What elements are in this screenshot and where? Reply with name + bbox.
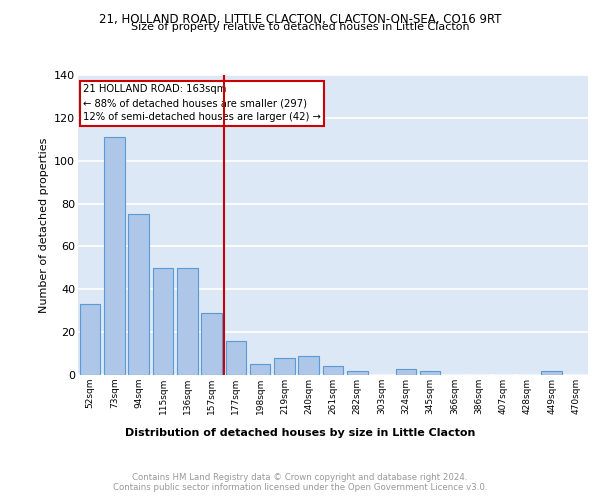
Bar — [420, 370, 440, 375]
Bar — [298, 356, 319, 375]
Text: Contains HM Land Registry data © Crown copyright and database right 2024.
Contai: Contains HM Land Registry data © Crown c… — [113, 472, 487, 492]
Bar — [323, 366, 343, 375]
Text: Size of property relative to detached houses in Little Clacton: Size of property relative to detached ho… — [131, 22, 469, 32]
Bar — [201, 313, 222, 375]
Text: Distribution of detached houses by size in Little Clacton: Distribution of detached houses by size … — [125, 428, 475, 438]
Bar — [128, 214, 149, 375]
Bar — [395, 368, 416, 375]
Bar — [152, 268, 173, 375]
Text: 21, HOLLAND ROAD, LITTLE CLACTON, CLACTON-ON-SEA, CO16 9RT: 21, HOLLAND ROAD, LITTLE CLACTON, CLACTO… — [99, 12, 501, 26]
Y-axis label: Number of detached properties: Number of detached properties — [38, 138, 49, 312]
Bar — [274, 358, 295, 375]
Bar — [80, 304, 100, 375]
Bar — [347, 370, 368, 375]
Bar — [104, 137, 125, 375]
Bar — [177, 268, 197, 375]
Bar — [541, 370, 562, 375]
Bar — [226, 340, 246, 375]
Bar — [250, 364, 271, 375]
Text: 21 HOLLAND ROAD: 163sqm
← 88% of detached houses are smaller (297)
12% of semi-d: 21 HOLLAND ROAD: 163sqm ← 88% of detache… — [83, 84, 321, 122]
